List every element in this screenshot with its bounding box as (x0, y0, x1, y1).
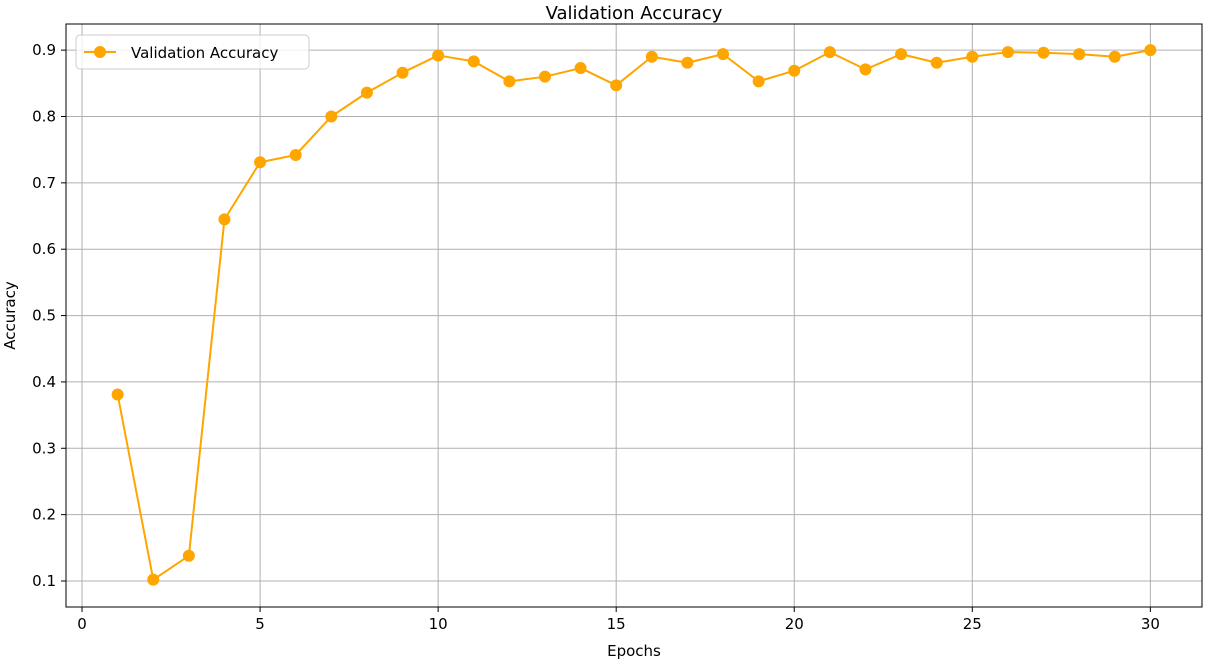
x-tick-label: 25 (963, 615, 982, 633)
data-point-epoch-14 (574, 62, 587, 75)
x-tick-label: 15 (607, 615, 626, 633)
data-point-epoch-28 (1073, 48, 1086, 61)
data-point-epoch-30 (1144, 44, 1157, 57)
series-layer (111, 44, 1157, 586)
data-point-epoch-2 (147, 573, 160, 586)
data-point-epoch-29 (1108, 50, 1121, 63)
data-point-epoch-21 (823, 46, 836, 59)
data-point-epoch-5 (254, 156, 267, 169)
data-point-epoch-15 (610, 79, 623, 92)
y-tick-label: 0.1 (32, 572, 56, 590)
data-point-epoch-4 (218, 213, 231, 226)
y-axis-title: Accuracy (1, 281, 19, 350)
data-point-epoch-1 (111, 388, 124, 401)
legend: Validation Accuracy (75, 34, 310, 70)
data-point-epoch-18 (717, 48, 730, 61)
legend-label: Validation Accuracy (131, 44, 278, 62)
y-axis-ticks: 0.1 0.2 0.3 0.4 0.5 0.6 0.7 0.8 0.9 (32, 41, 66, 590)
y-tick-label: 0.9 (32, 41, 56, 59)
y-tick-label: 0.2 (32, 506, 56, 524)
data-point-epoch-25 (966, 50, 979, 63)
y-tick-label: 0.6 (32, 240, 56, 258)
x-tick-label: 10 (429, 615, 448, 633)
x-tick-label: 20 (785, 615, 804, 633)
x-tick-label: 0 (77, 615, 87, 633)
data-point-epoch-23 (895, 48, 908, 61)
data-point-epoch-12 (503, 75, 516, 88)
data-point-epoch-7 (325, 110, 338, 123)
data-point-epoch-20 (788, 64, 801, 77)
data-point-epoch-17 (681, 56, 694, 69)
x-axis-ticks: 0 5 10 15 20 25 30 (77, 607, 1160, 633)
y-tick-label: 0.7 (32, 174, 56, 192)
x-axis-title: Epochs (607, 642, 661, 660)
x-tick-label: 5 (255, 615, 265, 633)
data-point-epoch-13 (538, 70, 551, 83)
data-point-epoch-19 (752, 75, 765, 88)
data-point-epoch-24 (930, 56, 943, 69)
legend-marker-icon (94, 46, 106, 58)
y-tick-label: 0.8 (32, 107, 56, 125)
data-point-epoch-10 (432, 49, 445, 62)
data-point-epoch-3 (182, 549, 195, 562)
data-point-epoch-26 (1001, 46, 1014, 59)
y-tick-label: 0.3 (32, 439, 56, 457)
data-point-epoch-22 (859, 63, 872, 76)
x-tick-label: 30 (1141, 615, 1160, 633)
data-point-epoch-6 (289, 148, 302, 161)
data-point-epoch-9 (396, 66, 409, 79)
y-tick-label: 0.4 (32, 373, 56, 391)
y-tick-label: 0.5 (32, 307, 56, 325)
series-line-0 (116, 49, 1151, 581)
data-point-epoch-27 (1037, 46, 1050, 59)
data-point-epoch-8 (360, 86, 373, 99)
data-point-epoch-11 (467, 55, 480, 68)
legend-box (75, 34, 310, 70)
grid-lines (66, 24, 1202, 607)
data-point-epoch-16 (645, 50, 658, 63)
chart-title: Validation Accuracy (546, 3, 723, 24)
